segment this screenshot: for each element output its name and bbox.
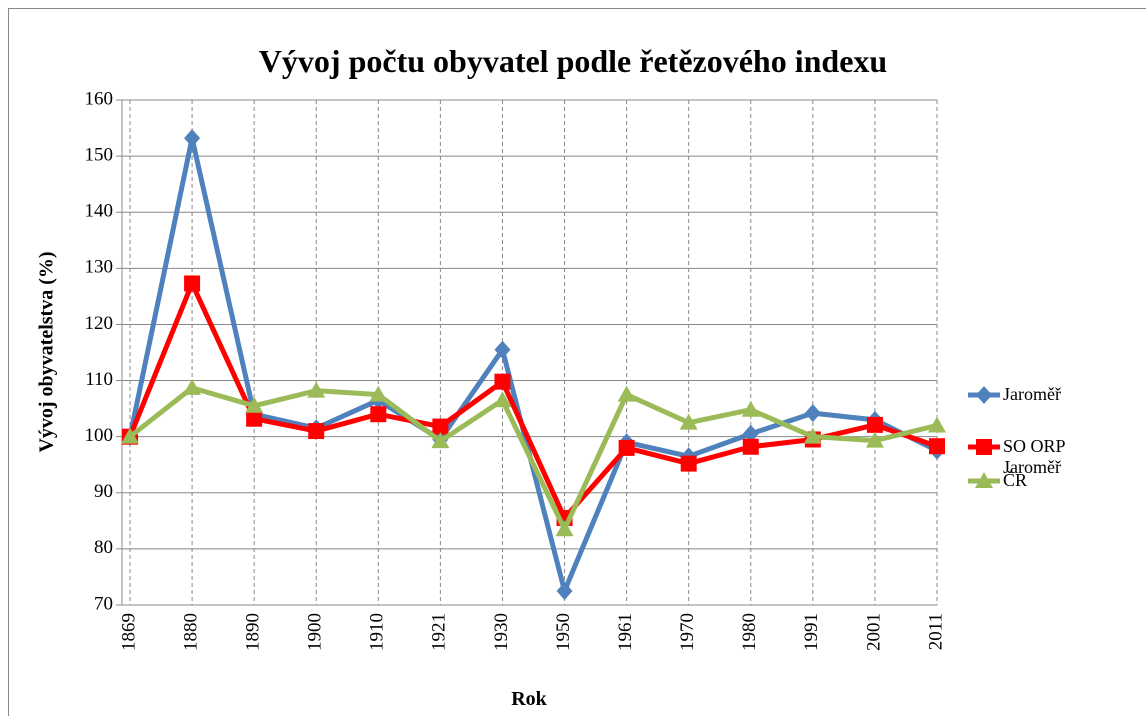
- point-marker: [741, 400, 760, 417]
- point-marker: [618, 439, 635, 456]
- point-marker: [866, 416, 883, 433]
- x-tick-label: 2011: [925, 613, 946, 650]
- point-marker: [680, 455, 697, 472]
- point-marker: [184, 275, 201, 292]
- series-line: [127, 280, 938, 521]
- x-axis-label: Rok: [511, 688, 547, 710]
- point-marker: [493, 391, 512, 408]
- chart-border: [8, 8, 1146, 716]
- point-marker: [308, 423, 325, 440]
- point-marker: [370, 406, 387, 423]
- y-tick-label: 140: [85, 201, 114, 222]
- x-tick-label: 1961: [615, 613, 636, 651]
- x-tick-label: 1980: [739, 613, 760, 651]
- x-tick-label: 1880: [180, 613, 201, 651]
- point-marker: [307, 381, 326, 398]
- y-tick-label: 70: [94, 593, 113, 614]
- y-tick-label: 160: [85, 88, 114, 109]
- legend-label: SO ORP Jaroměř: [1003, 436, 1065, 477]
- point-marker: [555, 520, 574, 537]
- point-marker: [184, 129, 201, 148]
- x-tick-label: 1950: [553, 613, 574, 651]
- point-marker: [865, 431, 884, 448]
- x-tick-label: 1890: [243, 613, 264, 651]
- y-tick-label: 110: [85, 369, 113, 390]
- x-tick-label: 1900: [305, 613, 326, 651]
- x-tick-label: 1869: [118, 613, 139, 651]
- point-marker: [928, 416, 946, 433]
- point-marker: [245, 396, 264, 413]
- y-tick-label: 130: [85, 257, 114, 278]
- legend-marker: [976, 439, 992, 455]
- x-tick-label: 2001: [863, 613, 884, 651]
- point-marker: [556, 581, 573, 600]
- point-marker: [121, 427, 139, 444]
- y-axis-label: Vývoj obyvatelstva (%): [36, 251, 58, 452]
- point-marker: [246, 410, 263, 427]
- point-marker: [803, 427, 822, 444]
- y-tick-label: 150: [85, 144, 114, 165]
- legend-marker: [975, 472, 993, 488]
- point-marker: [742, 424, 759, 443]
- point-marker: [742, 438, 759, 455]
- x-tick-label: 1910: [367, 613, 388, 651]
- point-marker: [431, 432, 450, 449]
- legend-label: Jaroměř: [1003, 384, 1061, 404]
- x-tick-label: 1921: [429, 613, 450, 651]
- point-marker: [679, 413, 698, 430]
- point-marker: [369, 385, 388, 402]
- point-marker: [494, 373, 511, 390]
- point-marker: [494, 340, 511, 359]
- y-tick-label: 80: [94, 537, 113, 558]
- point-marker: [183, 378, 202, 395]
- legend-label: ČR: [1003, 470, 1028, 490]
- y-tick-label: 100: [85, 425, 114, 446]
- point-marker: [804, 404, 821, 423]
- series-line: [128, 385, 938, 532]
- point-marker: [929, 438, 945, 455]
- x-tick-label: 1991: [801, 613, 822, 651]
- y-tick-label: 120: [85, 313, 114, 334]
- x-tick-label: 1970: [677, 613, 698, 651]
- point-marker: [617, 385, 636, 402]
- point-marker: [432, 418, 449, 435]
- legend-marker: [976, 386, 992, 404]
- x-tick-label: 1930: [491, 613, 512, 651]
- y-tick-label: 90: [94, 481, 113, 502]
- chart-title: Vývoj počtu obyvatel podle řetězového in…: [259, 43, 887, 79]
